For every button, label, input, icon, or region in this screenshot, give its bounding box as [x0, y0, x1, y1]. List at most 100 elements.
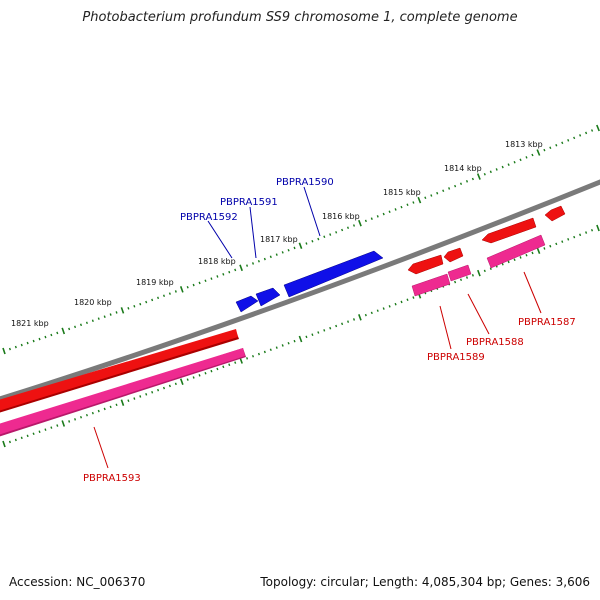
outer-minor-tick [91, 319, 94, 323]
outer-minor-tick [186, 285, 189, 289]
outer-minor-tick [74, 325, 77, 329]
inner-major-tick [358, 314, 362, 321]
gene-label-PBPRA1593[interactable]: PBPRA1593 [83, 473, 141, 484]
gene-label-PBPRA1587[interactable]: PBPRA1587 [518, 317, 576, 328]
inner-minor-tick [85, 413, 88, 417]
inner-minor-tick [174, 382, 177, 386]
inner-major-tick [536, 247, 541, 254]
outer-minor-tick [103, 315, 106, 318]
inner-major-tick [477, 269, 481, 277]
outer-minor-tick [20, 343, 23, 347]
inner-minor-tick [26, 434, 29, 438]
cds-PBPRA1589-bar[interactable] [411, 273, 451, 297]
outer-minor-tick [555, 143, 558, 147]
outer-minor-tick [210, 277, 213, 280]
leader-PBPRA1589 [439, 305, 452, 350]
map-title: Photobacterium profundum SS9 chromosome … [82, 10, 518, 25]
outer-minor-tick [269, 255, 272, 259]
cds-PBPRA1593-bar[interactable] [0, 348, 245, 436]
inner-minor-tick [139, 395, 142, 398]
outer-minor-tick [585, 131, 588, 135]
inner-minor-tick [8, 440, 11, 444]
outer-minor-tick [79, 323, 83, 327]
outer-minor-tick [567, 139, 570, 142]
outer-minor-tick [133, 304, 136, 308]
gene-PBPRA1592-bar[interactable] [235, 295, 259, 313]
outer-minor-tick [85, 321, 88, 325]
inner-minor-tick [573, 235, 576, 239]
inner-minor-tick [519, 256, 522, 259]
gene-label-PBPRA1589[interactable]: PBPRA1589 [427, 352, 485, 363]
outer-minor-tick [459, 182, 463, 185]
outer-minor-tick [513, 160, 516, 164]
inner-minor-tick [192, 376, 195, 379]
outer-minor-tick [430, 194, 433, 197]
outer-minor-tick [56, 331, 59, 335]
outer-minor-tick [281, 251, 284, 254]
inner-minor-tick [56, 424, 59, 427]
outer-minor-tick [335, 231, 338, 234]
outer-minor-tick [287, 248, 290, 252]
inner-minor-tick [50, 426, 53, 429]
gene-PBPRA1587-bar[interactable] [481, 217, 537, 244]
outer-minor-tick [216, 275, 219, 278]
outer-minor-tick [424, 196, 427, 200]
inner-minor-tick [317, 331, 320, 334]
inner-minor-tick [246, 357, 249, 360]
outer-minor-tick [115, 311, 118, 314]
gene-PBPRA1591-bar[interactable] [255, 287, 281, 307]
outer-minor-tick [192, 283, 195, 287]
inner-minor-tick [281, 344, 284, 347]
outer-minor-tick [519, 158, 522, 162]
inner-minor-tick [459, 278, 463, 282]
outer-minor-tick [561, 141, 564, 145]
gene-extra-right-bar[interactable] [544, 205, 566, 222]
kbp-label-1820: 1820 kbp [74, 298, 112, 307]
outer-major-tick [536, 149, 541, 156]
inner-minor-tick [91, 411, 94, 415]
gene-PBPRA1589-bar[interactable] [407, 254, 444, 275]
outer-minor-tick [346, 226, 350, 230]
gene-label-PBPRA1592[interactable]: PBPRA1592 [180, 212, 238, 223]
inner-minor-tick [20, 436, 23, 440]
cds-PBPRA1588-bar[interactable] [447, 264, 472, 282]
gene-PBPRA1588-bar[interactable] [443, 247, 464, 263]
inner-major-tick [179, 378, 184, 385]
outer-minor-tick [525, 156, 528, 159]
inner-minor-tick [376, 309, 379, 312]
outer-minor-tick [293, 246, 296, 250]
outer-minor-tick [97, 317, 100, 320]
kbp-label-1817: 1817 kbp [260, 235, 298, 244]
inner-minor-tick [513, 258, 516, 261]
inner-major-tick [298, 335, 303, 343]
kbp-label-1814: 1814 kbp [444, 164, 482, 173]
gene-label-PBPRA1590[interactable]: PBPRA1590 [276, 177, 334, 188]
inner-minor-tick [590, 229, 594, 232]
gene-PBPRA1593-bar[interactable] [0, 329, 238, 412]
outer-minor-tick [382, 212, 385, 216]
inner-minor-tick [97, 409, 100, 413]
kbp-label-1819: 1819 kbp [136, 278, 174, 287]
outer-minor-tick [471, 177, 474, 181]
gene-PBPRA1590-bar[interactable] [283, 250, 384, 298]
inner-minor-tick [323, 329, 326, 332]
outer-minor-tick [222, 273, 225, 276]
inner-minor-tick [555, 242, 558, 246]
outer-minor-tick [50, 333, 53, 337]
outer-major-tick [476, 173, 481, 180]
inner-major-tick [596, 224, 600, 232]
inner-minor-tick [151, 390, 154, 394]
gene-label-PBPRA1591[interactable]: PBPRA1591 [220, 197, 278, 208]
inner-minor-tick [251, 354, 255, 358]
inner-minor-tick [257, 352, 260, 356]
outer-minor-tick [543, 148, 546, 152]
kbp-labels: 1813 kbp 1814 kbp 1815 kbp 1816 kbp 1817… [11, 140, 543, 328]
inner-minor-tick [454, 280, 457, 284]
inner-minor-tick [352, 318, 356, 321]
gene-label-PBPRA1588[interactable]: PBPRA1588 [466, 337, 524, 348]
inner-minor-tick [341, 322, 344, 326]
inner-minor-tick [400, 300, 403, 304]
cds-PBPRA1587-bar[interactable] [486, 234, 546, 269]
outer-minor-tick [151, 298, 154, 302]
inner-minor-tick [347, 320, 350, 323]
